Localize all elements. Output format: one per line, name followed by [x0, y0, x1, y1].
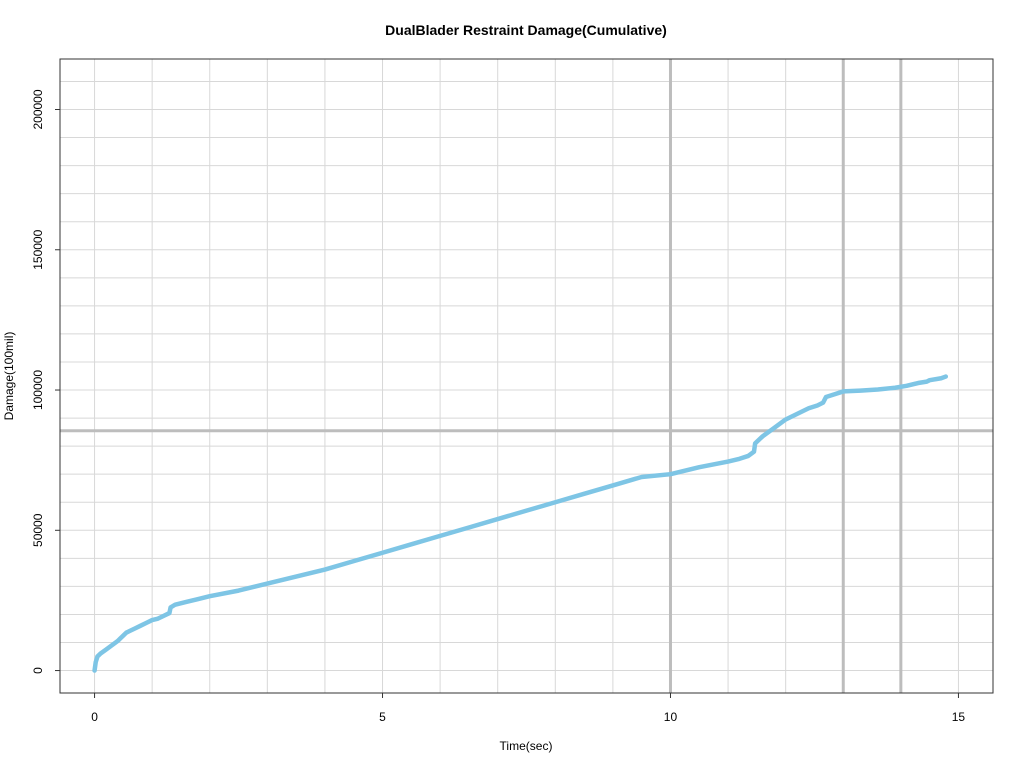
y-tick-label: 0: [31, 667, 45, 674]
reference-lines: [60, 59, 993, 693]
y-tick-label: 100000: [31, 370, 45, 410]
series-line: [92, 374, 949, 673]
x-tick-label: 0: [91, 710, 98, 724]
y-axis: 0 50000 100000 150000 200000: [31, 89, 60, 674]
x-tick-label: 5: [379, 710, 386, 724]
chart-title: DualBlader Restraint Damage(Cumulative): [385, 22, 667, 38]
x-axis: 0 5 10 15: [91, 693, 965, 724]
y-tick-label: 150000: [31, 229, 45, 269]
plot-frame: [59, 58, 994, 694]
series-layer: [92, 374, 949, 673]
x-axis-label: Time(sec): [500, 739, 553, 753]
x-tick-label: 15: [952, 710, 966, 724]
y-tick-label: 200000: [31, 89, 45, 129]
y-tick-label: 50000: [31, 513, 45, 547]
x-tick-label: 10: [664, 710, 678, 724]
y-axis-label: Damage(100mil): [2, 332, 16, 421]
